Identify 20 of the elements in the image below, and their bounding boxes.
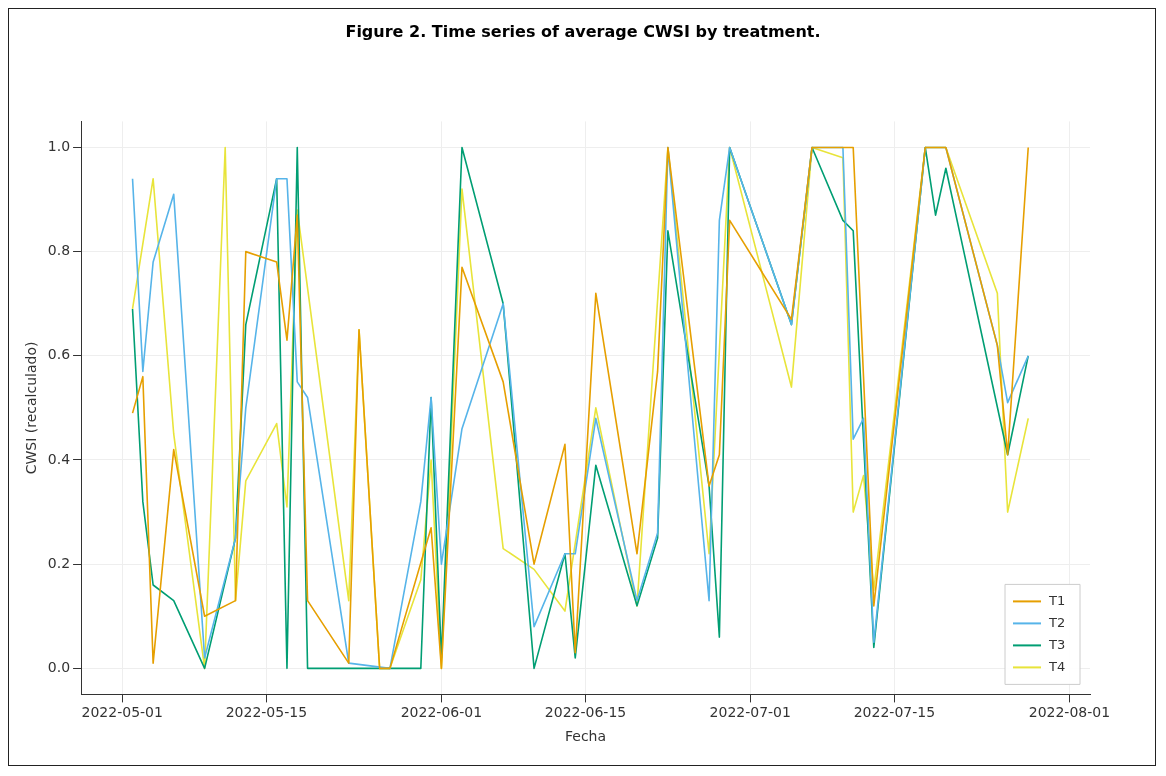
y-tick-label: 1.0 [47,138,71,155]
legend-label: T1 [1048,592,1066,608]
legend-label: T3 [1048,636,1066,652]
y-axis-title: CWSI (recalculado) [23,341,40,475]
x-axis-title: Fecha [565,728,607,745]
x-tick-label: 2022-06-01 [400,704,483,721]
x-tick-label: 2022-05-01 [81,704,163,721]
x-tick-label: 2022-08-01 [1028,704,1111,721]
y-tick-label: 0.2 [47,554,71,571]
y-tick-label: 0.6 [47,346,71,363]
legend-label: T4 [1048,658,1066,674]
x-tick-label: 2022-05-15 [225,704,308,721]
x-tick-label: 2022-07-15 [853,704,936,721]
legend-label: T2 [1048,614,1066,630]
x-tick-label: 2022-06-15 [544,704,627,721]
y-tick-label: 0.0 [47,659,71,675]
x-tick-label: 2022-07-01 [709,704,791,721]
chart-title: Figure 2. Time series of average CWSI by treatment. [344,22,822,41]
y-tick-label: 0.4 [47,450,71,467]
y-tick-label: 0.8 [47,242,71,259]
